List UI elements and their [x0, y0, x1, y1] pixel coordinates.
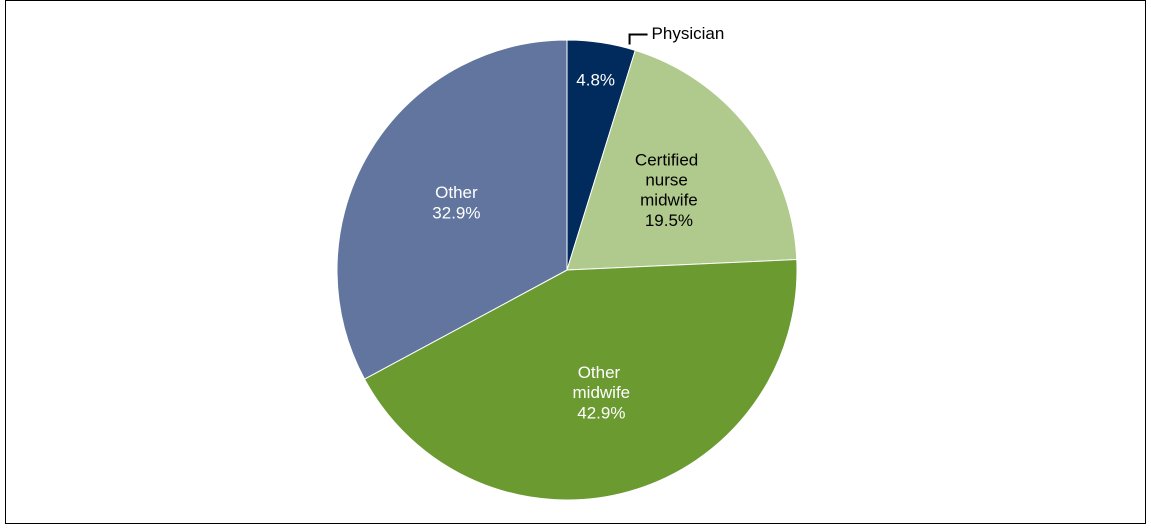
pie-slice	[363, 259, 798, 501]
value-label: 42.9%	[577, 404, 625, 423]
slice-label: Certified nurse midwife	[635, 151, 703, 210]
value-label: 4.8%	[576, 71, 615, 90]
pie-slice	[566, 49, 798, 271]
pie-slice	[336, 39, 568, 380]
leader-line	[628, 33, 648, 45]
slice-label: Physician	[652, 24, 725, 43]
slice-label: Other midwife	[573, 364, 631, 403]
slice-label: Other	[435, 183, 478, 202]
value-label: 32.9%	[432, 203, 480, 222]
value-label: 19.5%	[645, 211, 693, 230]
